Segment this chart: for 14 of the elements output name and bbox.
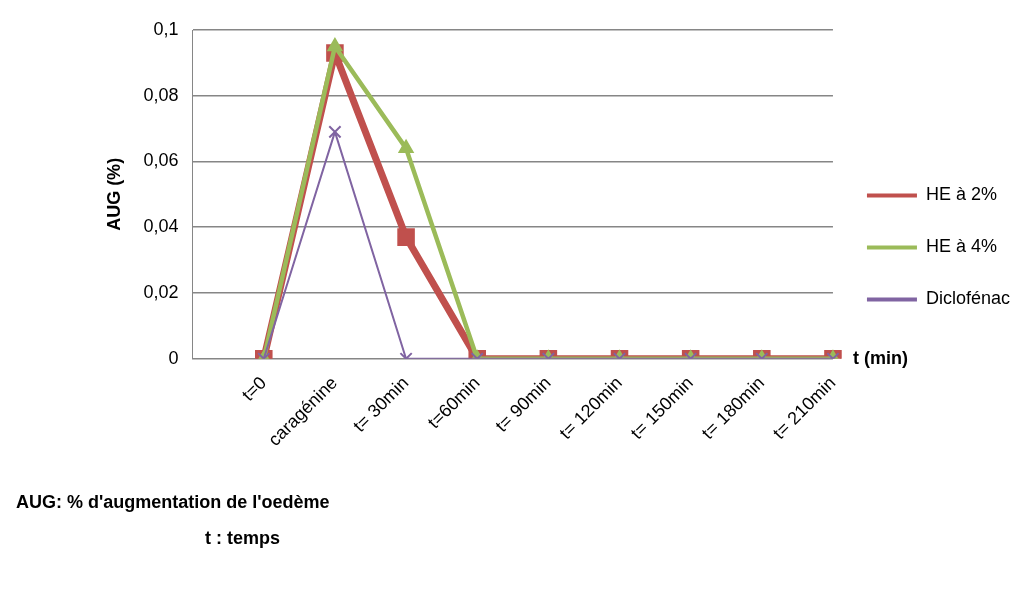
y-tick-label: 0,04 xyxy=(143,216,179,237)
legend-label: Diclofénac xyxy=(925,288,1011,309)
legend-label: HE à 4% xyxy=(925,236,998,257)
y-tick-label: 0,1 xyxy=(153,18,179,39)
y-tick-label: 0,06 xyxy=(143,150,179,171)
y-axis-title: AUG (%) xyxy=(103,157,124,231)
y-tick-label: 0,02 xyxy=(143,281,179,302)
x-axis-title: t (min) xyxy=(852,347,908,368)
y-tick-label: 0 xyxy=(168,347,179,368)
y-tick-label: 0,08 xyxy=(143,84,179,105)
text: AUG: % d'augmentation de l'oedème xyxy=(16,492,330,512)
x-tick-label: t=0 xyxy=(237,372,271,405)
legend-label: HE à 2% xyxy=(925,184,998,205)
text: t : temps xyxy=(205,528,281,548)
